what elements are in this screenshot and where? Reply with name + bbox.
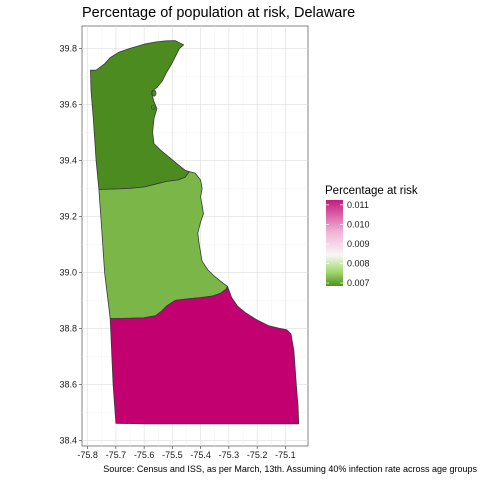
x-tick-label: -75.1 — [275, 450, 296, 460]
y-tick-label: 38.6 — [59, 379, 77, 389]
legend-label: 0.009 — [347, 239, 370, 249]
x-tick-label: -75.6 — [134, 450, 155, 460]
legend-label: 0.007 — [347, 278, 370, 288]
y-tick-label: 39.6 — [59, 99, 77, 109]
legend-colorbar — [326, 200, 343, 286]
island-shape — [151, 104, 156, 110]
y-tick-label: 39.2 — [59, 211, 77, 221]
y-tick-label: 38.4 — [59, 435, 77, 445]
y-tick-label: 39.8 — [59, 43, 77, 53]
y-tick-label: 39.4 — [59, 155, 77, 165]
x-tick-label: -75.7 — [106, 450, 127, 460]
county-regions — [90, 40, 300, 425]
map-caption: Source: Census and ISS, as per March, 13… — [103, 464, 477, 474]
legend-label: 0.010 — [347, 219, 370, 229]
region-sussex — [109, 286, 300, 425]
x-tick-label: -75.2 — [247, 450, 268, 460]
legend-title: Percentage at risk — [325, 185, 418, 197]
legend: Percentage at risk 0.0110.0100.0090.0080… — [325, 185, 418, 288]
legend-label: 0.008 — [347, 259, 370, 269]
x-tick-label: -75.3 — [219, 450, 240, 460]
x-tick-label: -75.5 — [162, 450, 183, 460]
x-tick-label: -75.8 — [77, 450, 98, 460]
map-title: Percentage of population at risk, Delawa… — [82, 5, 355, 21]
axis-ticks: -75.8 -75.7 -75.6 -75.5 -75.4 -75.3 -75.2 -75.1… — [59, 43, 295, 460]
y-tick-label: 39.0 — [59, 267, 77, 277]
x-tick-label: -75.4 — [190, 450, 211, 460]
legend-ticks: 0.011 0.010 0.009 0.008 0.007 — [326, 200, 370, 288]
island-shape — [151, 89, 157, 97]
y-tick-label: 38.8 — [59, 323, 77, 333]
legend-label: 0.011 — [347, 200, 369, 210]
